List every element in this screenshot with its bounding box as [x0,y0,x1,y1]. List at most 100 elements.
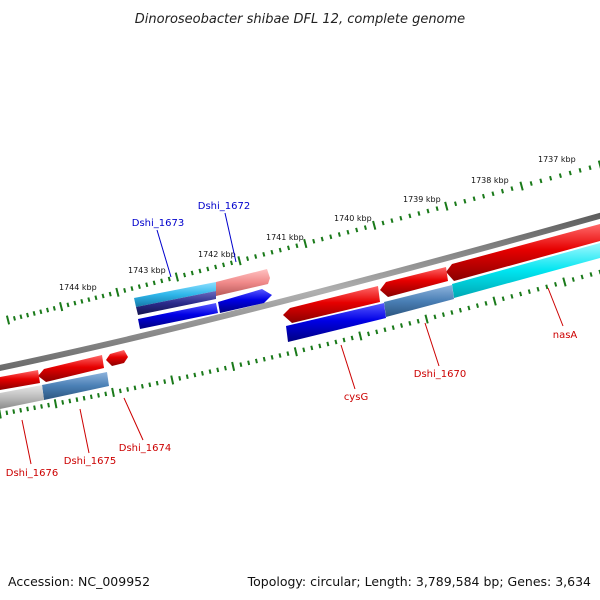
upper-scale-minor-tick [320,236,324,242]
lower-scale-minor-tick [133,385,137,391]
upper-scale-minor-tick [295,243,299,249]
lower-scale-minor-tick [467,305,471,311]
lower-scale-minor-tick [580,274,584,280]
lower-scale-minor-tick [223,365,227,371]
lower-scale-minor-tick [501,296,505,302]
upper-scale-minor-tick [463,198,467,204]
upper-scale-minor-tick [549,175,553,181]
lower-scale-minor-tick [89,394,93,400]
lower-scale-minor-tick [148,382,152,388]
gene-arrow-steel-left[interactable] [42,372,109,400]
lower-scale-minor-tick [510,294,514,299]
lower-scale-minor-tick [536,286,540,292]
upper-scale-minor-tick [73,300,77,306]
gene-arrow-nasA-forward[interactable] [446,224,600,281]
upper-scale-minor-tick [167,276,171,282]
upper-scale-major-tick [115,287,120,297]
gene-arrow-upper-sky[interactable] [134,282,216,307]
lower-scale-minor-tick [193,372,197,378]
scale-label-1741: 1741 kbp [266,233,304,242]
lower-scale-major-tick [111,387,115,398]
lower-scale-minor-tick [26,406,29,412]
leader-nasA [547,287,564,327]
genome-backbone [0,212,600,371]
scale-label-1738: 1738 kbp [471,176,509,185]
gene-arrow-steel[interactable] [384,285,454,317]
upper-scale-major-tick [237,256,242,266]
upper-scale-minor-tick [363,225,367,231]
scale-label-1739: 1739 kbp [403,195,441,204]
lower-scale-minor-tick [254,358,258,364]
lower-scale-minor-tick [12,409,16,414]
gene-arrow-gray-left[interactable] [0,385,44,409]
upper-scale-minor-tick [329,234,333,240]
gene-arrow-upper-navy[interactable] [136,291,216,315]
lower-scale-minor-tick [519,291,523,297]
upper-scale-minor-tick [337,232,341,237]
upper-scale-minor-tick [510,186,514,192]
lower-scale-minor-tick [554,282,558,287]
gene-arrow-blue[interactable] [286,303,386,342]
upper-scale-minor-tick [160,278,164,284]
gene-label-cysG[interactable]: cysG [344,392,368,403]
lower-scale-minor-tick [163,379,167,384]
gene-label-nasA[interactable]: nasA [553,330,578,341]
upper-scale-minor-tick [578,167,582,173]
lower-scale-minor-tick [82,395,86,401]
upper-scale-minor-tick [206,266,210,272]
lower-scale-minor-tick [178,375,182,381]
lower-scale-minor-tick [118,388,122,394]
lower-scale-minor-tick [571,277,575,282]
gene-arrow-upper-pink[interactable] [216,269,270,296]
gene-label-dshi-1672[interactable]: Dshi_1672 [198,201,250,212]
upper-scale-minor-tick [278,247,282,253]
upper-scale-minor-tick [123,288,127,293]
label-leaders [21,212,564,465]
gene-label-dshi-1674[interactable]: Dshi_1674 [119,443,171,454]
lower-scale-minor-tick [19,407,23,413]
upper-scale-minor-tick [87,297,91,302]
right-gene-cluster [283,224,600,342]
lower-scale-minor-tick [302,347,306,353]
lower-scale-minor-tick [342,337,346,343]
gene-arrow-forward-mid[interactable] [380,267,448,297]
left-gene-cluster [0,350,128,409]
upper-scale-minor-tick [381,220,385,226]
lower-scale-minor-tick [350,335,354,341]
lower-scale-minor-tick [286,351,290,356]
lower-scale-minor-tick [400,323,404,328]
lower-scale-minor-tick [433,314,437,320]
lower-scale-minor-tick [270,354,274,360]
lower-scale-minor-tick [239,362,243,367]
upper-scale-minor-tick [270,249,274,255]
upper-scale-minor-tick [229,260,234,266]
lower-scale-minor-tick [589,272,593,277]
gene-label-dshi-1675[interactable]: Dshi_1675 [64,456,116,467]
lower-scale-major-tick [170,375,175,385]
upper-scale-major-tick [597,160,600,169]
scale-ticks-upper [5,160,600,325]
gene-arrow-upper-blue-right[interactable] [218,289,272,313]
scale-labels: 1737 kbp 1738 kbp 1739 kbp 1740 kbp 1741… [59,155,576,292]
gene-label-dshi-1673[interactable]: Dshi_1673 [132,218,184,229]
upper-scale-minor-tick [46,307,50,313]
gene-arrow-forward-1676[interactable] [0,370,40,390]
upper-scale-minor-tick [108,291,112,297]
gene-arrow-forward-cysG[interactable] [283,286,380,323]
upper-scale-minor-tick [529,181,533,186]
gene-arrow-forward-1674[interactable] [106,350,128,366]
gene-arrow-upper-blue-left[interactable] [138,303,218,329]
upper-scale-minor-tick [346,229,350,235]
lower-scale-minor-tick [527,289,531,295]
gene-arrow-forward-1675[interactable] [38,355,104,382]
lower-scale-minor-tick [545,284,549,290]
lower-scale-minor-tick [375,329,379,335]
gene-label-dshi-1670[interactable]: Dshi_1670 [414,369,466,380]
lower-scale-minor-tick [75,397,79,402]
gene-label-dshi-1676[interactable]: Dshi_1676 [6,468,58,479]
topology-text: Topology: circular; Length: 3,789,584 bp… [247,574,591,589]
gene-arrow-cyan[interactable] [452,243,600,298]
lower-scale-minor-tick [310,345,314,351]
upper-scale-minor-tick [408,213,412,219]
